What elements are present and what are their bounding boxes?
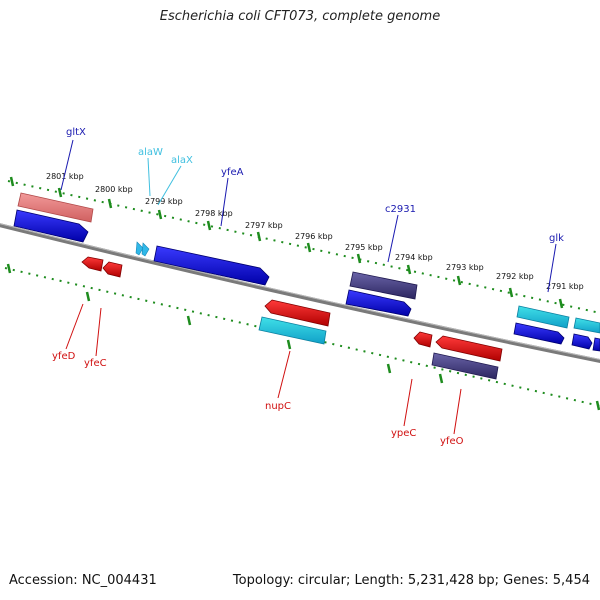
gene-nupC[interactable] — [258, 316, 327, 345]
scale-tick — [6, 263, 12, 274]
leader-line-gltX — [60, 139, 74, 191]
scale-tick — [456, 275, 462, 286]
gene-yfeC[interactable] — [102, 261, 123, 278]
upper-scale-dotted-line — [7, 180, 600, 314]
scale-tick — [9, 176, 15, 187]
gene-yfeD[interactable] — [81, 256, 104, 272]
topology-summary: Topology: circular; Length: 5,231,428 bp… — [232, 573, 590, 588]
gene-alaW[interactable] — [135, 241, 144, 256]
scale-label: 2793 kbp — [446, 263, 484, 272]
scale-label: 2797 kbp — [245, 221, 283, 230]
scale-label: 2800 kbp — [95, 185, 133, 194]
scale-tick — [356, 253, 362, 264]
scale-tick — [85, 291, 91, 302]
scale-label: 2798 kbp — [195, 209, 233, 218]
gene-labels: gltX alaW alaX yfeA c2931 glk yfeD yfeC … — [52, 127, 564, 447]
scale-tick — [386, 363, 392, 374]
gene-label-alaW[interactable]: alaW — [138, 147, 163, 158]
scale-tick — [558, 298, 564, 309]
forward-strand-genes — [13, 192, 600, 352]
gene-label-gltX[interactable]: gltX — [66, 127, 86, 138]
scale-labels: 2801 kbp 2800 kbp 2799 kbp 2798 kbp 2797… — [46, 172, 584, 291]
scale-tick — [57, 187, 63, 198]
scale-label: 2794 kbp — [395, 253, 433, 262]
leader-line-c2931 — [387, 214, 399, 263]
upper-scale-track — [7, 176, 600, 314]
leader-line-glk — [547, 243, 557, 293]
scale-label: 2796 kbp — [295, 232, 333, 241]
gene-label-ypeC[interactable]: ypeC — [391, 428, 416, 439]
scale-tick — [107, 198, 113, 209]
leader-line-yfeA — [220, 177, 229, 227]
gene-yfeA[interactable] — [153, 245, 270, 286]
gene-yfeO[interactable] — [431, 352, 499, 380]
gene-forward-glk-adjacent[interactable] — [513, 322, 565, 345]
leader-line-nupC — [277, 350, 291, 399]
gene-forward-edge[interactable] — [592, 337, 600, 352]
label-leader-lines — [60, 139, 557, 435]
gene-forward-right-cyan[interactable] — [573, 317, 600, 334]
gene-label-c2931[interactable]: c2931 — [385, 204, 416, 215]
scale-tick — [206, 220, 212, 231]
gene-reverse-yfeO-upper[interactable] — [435, 335, 503, 362]
scale-tick — [306, 242, 312, 253]
leader-line-ypeC — [403, 378, 413, 427]
scale-label: 2799 kbp — [145, 197, 183, 206]
gene-label-alaX[interactable]: alaX — [171, 155, 193, 166]
rna-genes — [135, 241, 150, 257]
scale-tick — [406, 264, 412, 275]
gene-forward-c2931-adjacent[interactable] — [345, 289, 412, 317]
gene-label-yfeO[interactable]: yfeO — [440, 436, 464, 447]
gene-forward-right[interactable] — [571, 333, 593, 350]
gene-glk[interactable] — [516, 305, 570, 329]
scale-label: 2801 kbp — [46, 172, 84, 181]
scale-tick — [508, 287, 514, 298]
genome-backbone — [0, 223, 600, 364]
scale-label: 2795 kbp — [345, 243, 383, 252]
scale-tick — [256, 231, 262, 242]
gene-label-yfeD[interactable]: yfeD — [52, 351, 76, 362]
gene-gltX[interactable] — [17, 192, 94, 223]
gene-c2931[interactable] — [349, 271, 418, 300]
leader-line-alaW — [147, 157, 151, 197]
gene-alaX[interactable] — [141, 242, 150, 257]
gene-forward-left[interactable] — [13, 209, 89, 243]
scale-tick — [186, 315, 192, 326]
gene-label-yfeC[interactable]: yfeC — [84, 358, 107, 369]
accession-label: Accession: NC_004431 — [9, 573, 157, 588]
scale-tick — [286, 339, 292, 350]
leader-line-yfeO — [453, 388, 462, 435]
genome-title: Escherichia coli CFT073, complete genome — [159, 9, 441, 24]
scale-tick — [157, 209, 163, 220]
gene-label-nupC[interactable]: nupC — [265, 401, 291, 412]
scale-tick — [438, 373, 444, 384]
gene-label-glk[interactable]: glk — [549, 233, 564, 244]
leader-line-yfeC — [95, 307, 102, 357]
gene-label-yfeA[interactable]: yfeA — [221, 167, 244, 178]
gene-reverse-nupC-upper[interactable] — [264, 299, 331, 327]
scale-tick — [595, 400, 600, 411]
gene-ypeC[interactable] — [413, 331, 433, 348]
reverse-strand-genes — [81, 256, 503, 380]
leader-line-alaX — [157, 165, 182, 206]
scale-label: 2792 kbp — [496, 272, 534, 281]
leader-line-yfeD — [65, 303, 84, 350]
scale-label: 2791 kbp — [546, 282, 584, 291]
genome-backbone-highlight — [0, 223, 600, 360]
